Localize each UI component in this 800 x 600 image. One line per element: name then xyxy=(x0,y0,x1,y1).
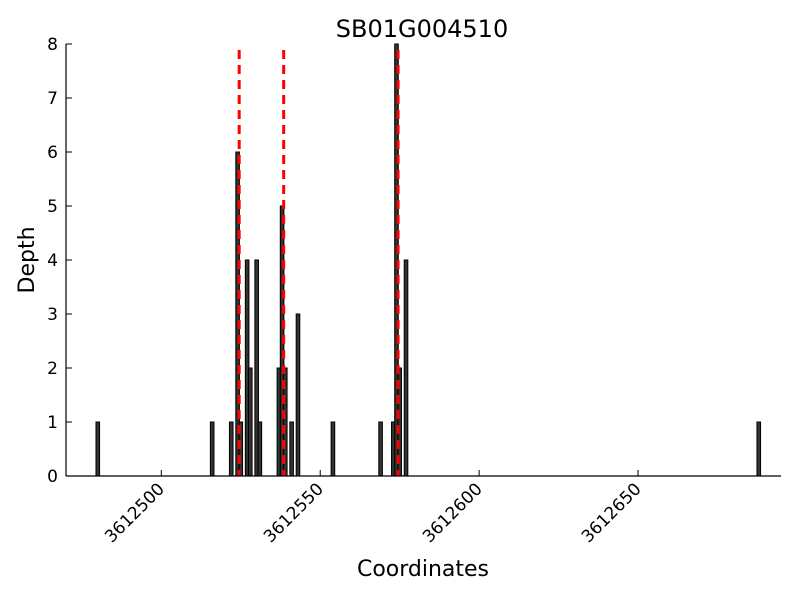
depth-bar xyxy=(248,367,253,477)
y-tick-label: 5 xyxy=(47,197,58,217)
depth-bar xyxy=(95,421,101,477)
chart-title: SB01G004510 xyxy=(336,15,508,43)
x-tick-label: 3612650 xyxy=(578,479,646,547)
x-ticks: 3612500 3612550 3612600 3612650 xyxy=(101,470,646,547)
y-tick-label: 8 xyxy=(47,35,58,55)
depth-bar xyxy=(295,313,301,477)
bars-layer xyxy=(95,43,762,477)
y-tick-label: 1 xyxy=(47,413,58,433)
axes xyxy=(65,44,781,477)
x-tick-label: 3612600 xyxy=(419,479,487,547)
x-tick-label: 3612550 xyxy=(260,479,328,547)
y-tick-label: 3 xyxy=(47,305,58,325)
depth-bar xyxy=(330,421,336,477)
y-ticks: 0 1 2 3 4 5 6 7 8 xyxy=(47,35,72,487)
depth-bar xyxy=(228,421,234,477)
x-axis-label: Coordinates xyxy=(357,557,489,582)
depth-bar xyxy=(209,421,215,477)
x-tick-label: 3612500 xyxy=(101,479,169,547)
y-tick-label: 0 xyxy=(47,467,58,487)
depth-bar xyxy=(378,421,383,477)
y-tick-label: 6 xyxy=(47,143,58,163)
y-tick-label: 4 xyxy=(47,251,58,271)
depth-bar xyxy=(289,421,294,477)
depth-bar xyxy=(756,421,762,477)
y-axis-label: Depth xyxy=(15,226,40,293)
reference-lines-layer xyxy=(237,50,400,476)
depth-bar xyxy=(257,421,263,477)
y-tick-label: 2 xyxy=(47,359,58,379)
y-tick-label: 7 xyxy=(47,89,58,109)
depth-bar xyxy=(403,259,409,477)
